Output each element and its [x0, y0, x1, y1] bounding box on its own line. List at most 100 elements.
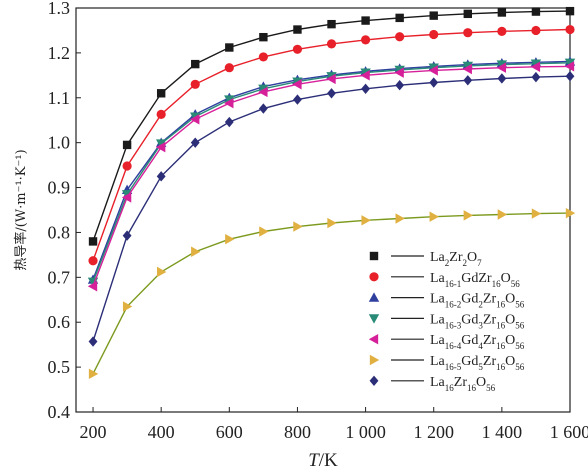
data-point: [225, 233, 235, 245]
data-point: [190, 79, 200, 89]
data-point: [360, 70, 370, 81]
legend-item: La16-2Gd2Zr16O56: [368, 292, 525, 310]
legend-label: La16-4Gd4Zr16O56: [430, 333, 525, 351]
data-point: [429, 29, 439, 40]
legend-marker: [369, 251, 379, 261]
data-point: [565, 207, 576, 219]
data-point: [88, 336, 98, 347]
data-point: [429, 211, 439, 222]
y-axis: 0.4 0.5 0.6 0.7 0.8 0.9 1.0 1.1 1.2 1.3: [48, 0, 81, 422]
data-point: [361, 215, 371, 226]
data-point: [462, 63, 472, 75]
data-point: [225, 43, 234, 52]
data-point: [87, 281, 98, 292]
data-point: [157, 266, 167, 278]
data-point: [530, 61, 541, 73]
legend-marker: [368, 314, 380, 324]
data-point: [497, 8, 507, 17]
y-tick-label: 1.0: [48, 133, 71, 153]
series-5: [87, 61, 575, 292]
data-point: [565, 24, 575, 35]
data-point: [395, 213, 405, 224]
series-6: [88, 207, 576, 380]
data-point: [155, 141, 166, 153]
legend-item: La16-5Gd5Zr16O56: [369, 354, 525, 372]
y-tick-label: 1.3: [48, 0, 71, 18]
data-point: [258, 86, 268, 98]
data-point: [565, 6, 575, 16]
x-tick-label: 200: [80, 422, 107, 442]
data-point: [224, 97, 234, 109]
data-point: [429, 77, 439, 88]
data-point: [497, 26, 507, 36]
data-point: [88, 256, 98, 266]
legend: La2Zr2O7 La16-1GdZr16O56 La16-2Gd2Zr16O56 L…: [368, 250, 525, 393]
data-point: [122, 140, 132, 150]
legend-label: La2Zr2O7: [430, 250, 482, 268]
data-point: [191, 246, 201, 257]
y-axis-title-text: 热导率/(W·m⁻¹·K⁻¹): [13, 149, 29, 270]
legend-marker: [368, 292, 380, 302]
x-axis-title-rest: /K: [319, 450, 338, 471]
data-point: [224, 63, 234, 73]
series-7: [88, 71, 575, 347]
legend-marker: [369, 375, 379, 386]
data-point: [327, 88, 336, 99]
legend-marker: [369, 354, 380, 366]
data-point: [88, 237, 98, 246]
x-tick-label: 1 000: [345, 422, 386, 442]
legend-marker: [369, 272, 379, 282]
data-point: [463, 210, 473, 221]
data-point: [293, 221, 303, 232]
x-axis-title-italic: T: [308, 450, 320, 471]
y-tick-label: 0.7: [48, 267, 71, 287]
data-point: [191, 59, 200, 69]
x-tick-label: 1 200: [413, 422, 454, 442]
data-point: [564, 61, 575, 72]
legend-item: La16-4Gd4Zr16O56: [368, 333, 525, 351]
legend-label: La16Zr16O56: [430, 375, 496, 393]
x-tick-label: 600: [216, 422, 243, 442]
data-point: [531, 7, 541, 16]
data-point: [326, 73, 336, 85]
data-point: [156, 171, 166, 182]
legend-item: La2Zr2O7: [369, 250, 482, 268]
y-axis-title: 热导率/(W·m⁻¹·K⁻¹): [13, 149, 29, 270]
data-point: [497, 209, 508, 220]
data-point: [190, 114, 200, 125]
x-tick-label: 800: [284, 422, 311, 442]
data-point: [531, 208, 542, 219]
data-point: [360, 35, 371, 45]
data-point: [259, 32, 268, 42]
data-point: [293, 94, 302, 105]
data-point: [531, 25, 541, 36]
series-1: [88, 6, 575, 246]
data-point: [327, 19, 336, 29]
data-point: [496, 62, 507, 73]
data-point: [463, 9, 472, 19]
data-point: [463, 75, 473, 86]
data-point: [293, 25, 302, 34]
data-point: [361, 83, 371, 94]
y-tick-label: 0.9: [48, 178, 71, 198]
legend-item: La16-1GdZr16O56: [369, 271, 520, 289]
data-point: [259, 226, 269, 237]
series-layer: [87, 6, 576, 380]
legend-marker: [368, 334, 379, 345]
legend-item: La16-3Gd3Zr16O56: [368, 312, 525, 330]
x-tick-label: 1 600: [550, 422, 588, 442]
x-axis-title: T/K: [308, 450, 338, 471]
data-point: [394, 67, 404, 78]
data-point: [497, 73, 507, 84]
data-point: [395, 32, 405, 42]
series-2: [88, 24, 575, 266]
legend-item: La16Zr16O56: [369, 375, 496, 393]
legend-label: La16-3Gd3Zr16O56: [430, 312, 525, 330]
data-point: [224, 95, 235, 105]
y-tick-label: 0.5: [48, 357, 71, 377]
data-point: [224, 116, 234, 128]
data-point: [565, 71, 575, 82]
y-tick-label: 1.1: [48, 88, 71, 108]
data-point: [361, 16, 370, 25]
